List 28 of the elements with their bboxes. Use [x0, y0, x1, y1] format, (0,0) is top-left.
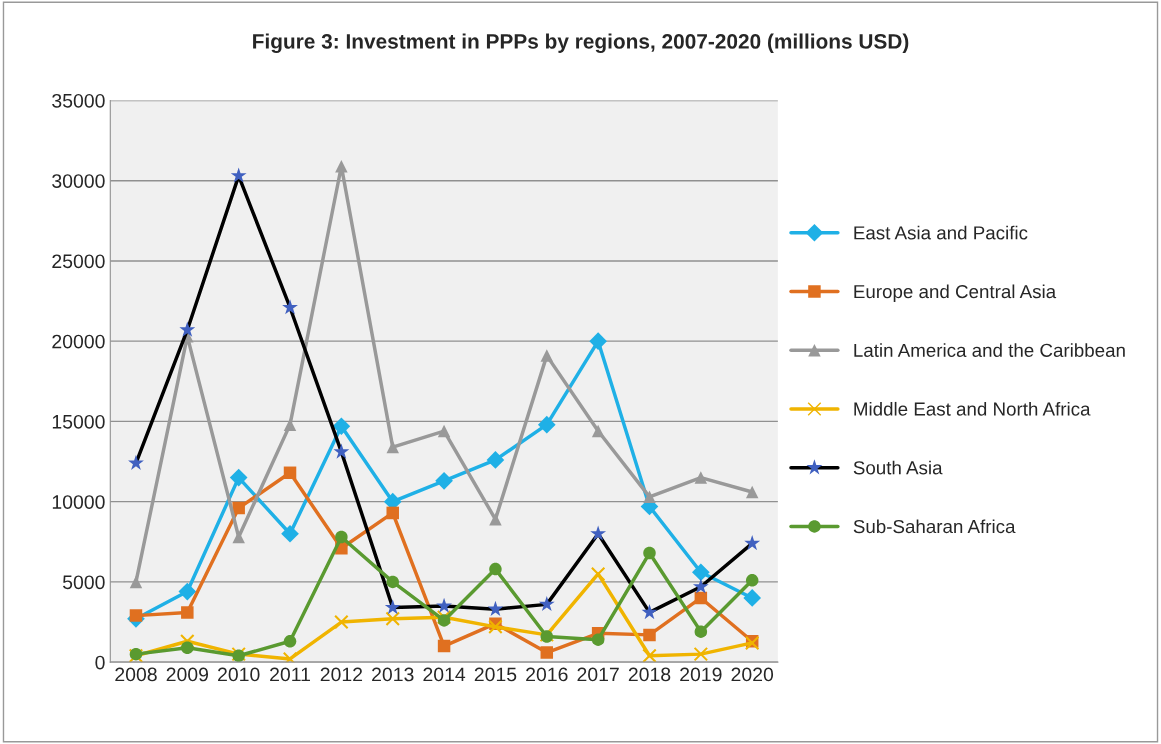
legend-label: Latin America and the Caribbean [854, 343, 1125, 357]
legend-label: Europe and Central Asia [854, 284, 1057, 302]
legend-label: South Asia [853, 460, 943, 475]
y-tick-label: 5000 [62, 575, 105, 590]
x-tick-label: 2014 [423, 667, 466, 682]
y-tick-label: 25000 [52, 254, 105, 269]
x-tick-label: 2016 [526, 667, 568, 682]
chart-title: Figure 3: Investment in PPPs by regions, 2007-2020 (millions USD) [253, 33, 909, 53]
legend-label: Middle East and North Africa [854, 401, 1091, 416]
x-tick-label: 2013 [372, 667, 414, 682]
x-tick-label: 2019 [680, 667, 722, 682]
y-tick-label: 30000 [52, 174, 105, 188]
x-tick-label: 2009 [166, 667, 209, 682]
y-tick-label: 35000 [52, 93, 105, 108]
y-tick-label: 20000 [52, 334, 105, 349]
x-tick-label: 2020 [731, 667, 774, 682]
x-tick-label: 2012 [320, 667, 363, 682]
legend-label: East Asia and Pacific [854, 225, 1028, 240]
x-tick-label: 2010 [218, 667, 260, 682]
legend-label: Sub-Saharan Africa [853, 519, 1016, 534]
x-tick-label: 2018 [628, 667, 671, 682]
y-tick-label: 15000 [52, 414, 105, 429]
y-tick-label: 0 [95, 655, 105, 670]
y-tick-label: 10000 [52, 495, 105, 509]
x-tick-label: 2017 [577, 667, 619, 682]
x-tick-label: 2008 [115, 667, 157, 682]
x-tick-label: 2011 [270, 667, 310, 682]
x-tick-label: 2015 [474, 667, 517, 682]
